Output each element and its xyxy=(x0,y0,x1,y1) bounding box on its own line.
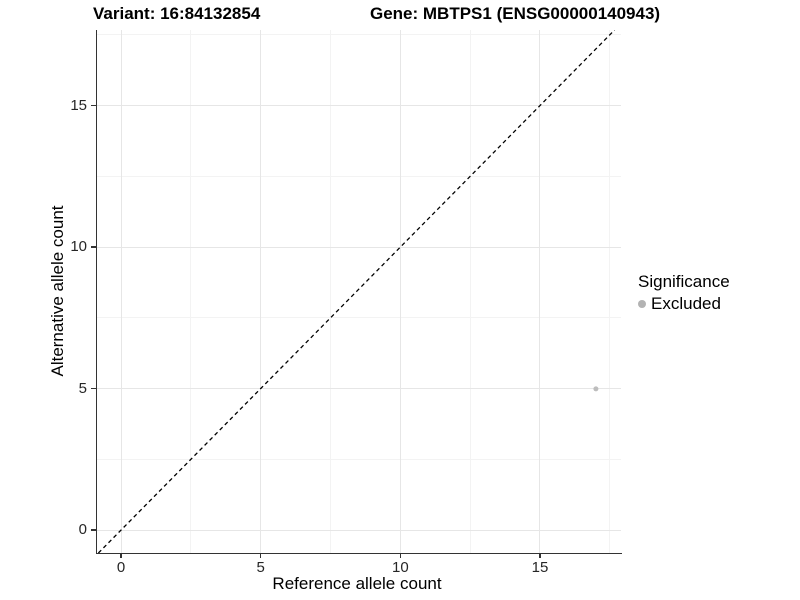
gene-title: Gene: MBTPS1 (ENSG00000140943) xyxy=(370,4,661,23)
y-tick-label: 0 xyxy=(78,521,87,539)
variant-title: Variant: 16:84132854 xyxy=(93,4,261,23)
y-major-gridline xyxy=(97,105,621,107)
y-minor-gridline xyxy=(97,458,621,460)
x-major-gridline xyxy=(399,30,401,553)
legend-item: Excluded xyxy=(638,294,730,314)
x-axis-line xyxy=(95,552,622,554)
x-tick-mark xyxy=(120,553,122,558)
y-tick-label: 10 xyxy=(70,238,87,256)
y-axis-title: Alternative allele count xyxy=(48,205,67,377)
x-major-gridline xyxy=(260,30,262,553)
x-tick-label: 10 xyxy=(391,559,409,576)
y-minor-gridline xyxy=(97,34,621,36)
x-tick-label: 5 xyxy=(256,559,265,576)
y-major-gridline xyxy=(97,246,621,248)
x-axis-title: Reference allele count xyxy=(272,574,442,593)
x-minor-gridline xyxy=(330,30,331,553)
y-minor-gridline xyxy=(97,317,621,319)
x-tick-mark xyxy=(539,553,541,558)
y-major-gridline xyxy=(97,529,621,531)
x-tick-label: 15 xyxy=(531,559,549,576)
plot-panel xyxy=(97,30,621,553)
x-tick-mark xyxy=(260,553,262,558)
identity-line-layer xyxy=(97,30,616,553)
x-minor-gridline xyxy=(609,30,611,553)
y-tick-mark xyxy=(90,387,96,390)
x-major-gridline xyxy=(539,30,541,553)
legend-item-label: Excluded xyxy=(651,294,721,313)
x-tick-mark xyxy=(399,553,401,558)
y-tick-mark xyxy=(90,104,96,107)
y-axis-line xyxy=(95,30,97,554)
data-point xyxy=(593,385,599,392)
y-major-gridline xyxy=(97,388,621,390)
x-major-gridline xyxy=(120,30,122,553)
x-minor-gridline xyxy=(469,30,471,553)
legend-point-icon xyxy=(638,300,646,308)
y-minor-gridline xyxy=(97,175,621,177)
x-minor-gridline xyxy=(190,30,192,553)
y-tick-label: 15 xyxy=(70,96,87,114)
y-tick-mark xyxy=(90,529,96,531)
legend-title: Significance xyxy=(638,272,730,291)
y-tick-label: 5 xyxy=(78,379,87,397)
identity-dashed-line xyxy=(97,30,616,553)
x-tick-label: 0 xyxy=(116,559,126,576)
legend: Significance Excluded xyxy=(638,272,730,314)
y-tick-mark xyxy=(90,246,96,248)
